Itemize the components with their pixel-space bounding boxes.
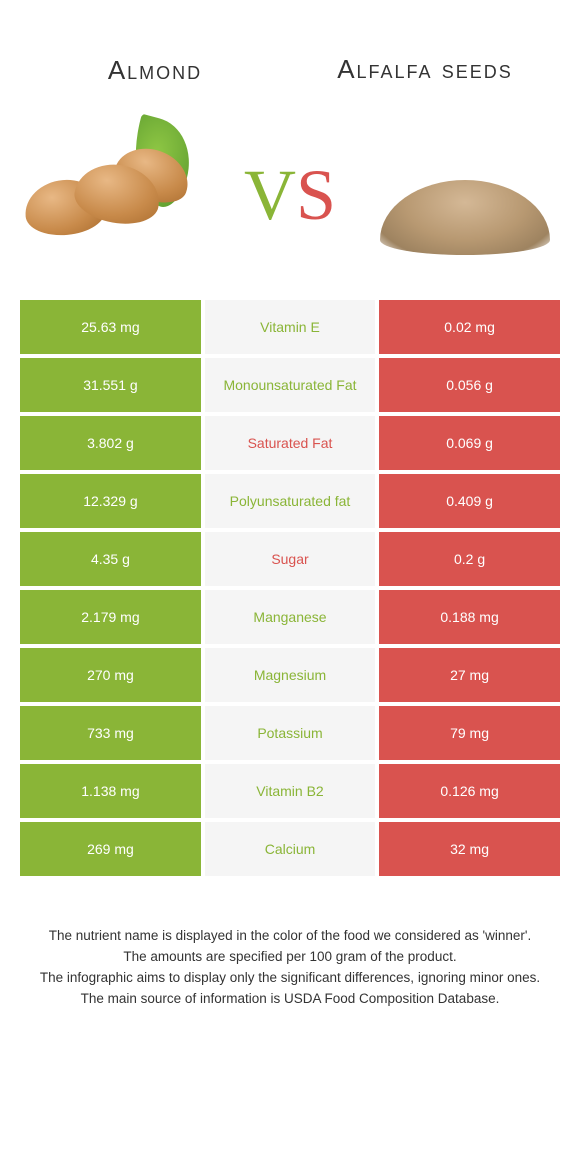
left-value-cell: 2.179 mg [20,590,201,644]
vs-v: V [244,155,296,235]
table-row: 31.551 gMonounsaturated Fat0.056 g [20,358,560,412]
table-row: 1.138 mgVitamin B20.126 mg [20,764,560,818]
left-value-cell: 12.329 g [20,474,201,528]
nutrient-label-cell: Saturated Fat [205,416,375,470]
comparison-table: 25.63 mgVitamin E0.02 mg31.551 gMonounsa… [20,300,560,876]
table-row: 269 mgCalcium32 mg [20,822,560,876]
table-row: 4.35 gSugar0.2 g [20,532,560,586]
footer-notes: The nutrient name is displayed in the co… [0,876,580,1010]
vs-row: VS [0,120,580,300]
right-value-cell: 79 mg [379,706,560,760]
right-value-cell: 0.188 mg [379,590,560,644]
table-row: 733 mgPotassium79 mg [20,706,560,760]
left-value-cell: 4.35 g [20,532,201,586]
footer-line: The nutrient name is displayed in the co… [30,926,550,947]
nutrient-label-cell: Polyunsaturated fat [205,474,375,528]
left-value-cell: 733 mg [20,706,201,760]
right-value-cell: 0.056 g [379,358,560,412]
left-value-cell: 3.802 g [20,416,201,470]
right-value-cell: 0.2 g [379,532,560,586]
nutrient-label-cell: Calcium [205,822,375,876]
table-row: 270 mgMagnesium27 mg [20,648,560,702]
header-row: Almond Alfalfa seeds [0,0,580,120]
nutrient-label-cell: Monounsaturated Fat [205,358,375,412]
right-value-cell: 27 mg [379,648,560,702]
footer-line: The main source of information is USDA F… [30,989,550,1010]
left-value-cell: 25.63 mg [20,300,201,354]
nutrient-label-cell: Vitamin E [205,300,375,354]
left-value-cell: 270 mg [20,648,201,702]
seeds-icon [380,180,550,255]
nutrient-label-cell: Magnesium [205,648,375,702]
nutrient-label-cell: Sugar [205,532,375,586]
footer-line: The infographic aims to display only the… [30,968,550,989]
right-value-cell: 0.069 g [379,416,560,470]
nutrient-label-cell: Potassium [205,706,375,760]
footer-line: The amounts are specified per 100 gram o… [30,947,550,968]
left-value-cell: 31.551 g [20,358,201,412]
right-food-title: Alfalfa seeds [304,55,547,85]
nutrient-label-cell: Vitamin B2 [205,764,375,818]
right-value-cell: 0.126 mg [379,764,560,818]
left-food-title: Almond [34,55,277,86]
table-row: 2.179 mgManganese0.188 mg [20,590,560,644]
left-value-cell: 269 mg [20,822,201,876]
table-row: 3.802 gSaturated Fat0.069 g [20,416,560,470]
vs-s: S [296,155,336,235]
table-row: 12.329 gPolyunsaturated fat0.409 g [20,474,560,528]
left-value-cell: 1.138 mg [20,764,201,818]
right-value-cell: 0.02 mg [379,300,560,354]
left-food-image [20,125,220,265]
right-food-image [360,125,560,265]
table-row: 25.63 mgVitamin E0.02 mg [20,300,560,354]
right-value-cell: 0.409 g [379,474,560,528]
nutrient-label-cell: Manganese [205,590,375,644]
right-value-cell: 32 mg [379,822,560,876]
vs-label: VS [244,154,336,237]
